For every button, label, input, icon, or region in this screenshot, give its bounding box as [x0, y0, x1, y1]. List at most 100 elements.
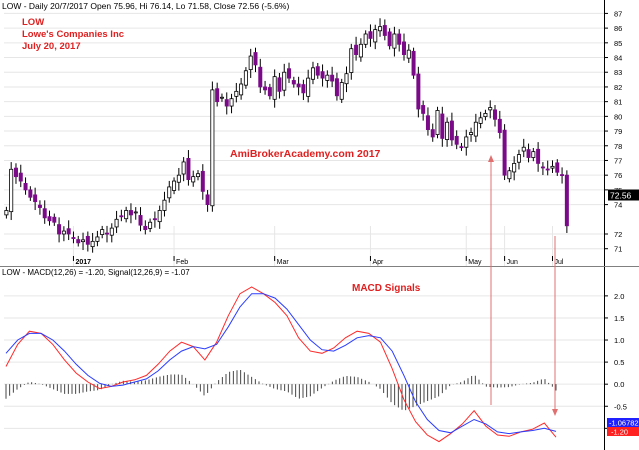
candle-body — [421, 105, 426, 114]
candle — [550, 160, 555, 173]
candle — [334, 72, 339, 101]
candle-body — [100, 229, 105, 235]
candle — [512, 156, 517, 181]
candle-body — [497, 118, 502, 133]
candle — [219, 93, 224, 102]
candle — [167, 180, 172, 203]
macd-line — [5, 286, 557, 443]
candle — [176, 167, 181, 191]
candle-body — [109, 227, 114, 236]
candle-body — [540, 166, 545, 169]
candle — [243, 67, 248, 89]
candle — [406, 44, 411, 63]
company-annotation: Lowe's Companies Inc — [22, 29, 124, 40]
signal-arrows — [488, 155, 558, 416]
candle-body — [560, 174, 565, 176]
candle-body — [138, 215, 143, 226]
candle — [526, 143, 531, 163]
candle — [205, 190, 210, 212]
candle — [100, 225, 105, 239]
candle — [52, 213, 57, 226]
candle-body — [473, 121, 478, 137]
candle-body — [114, 218, 119, 228]
candle-body — [378, 26, 383, 32]
macd-lines — [5, 286, 557, 443]
candle — [258, 58, 263, 93]
candle — [564, 170, 569, 233]
candle — [109, 223, 114, 243]
candle — [440, 106, 445, 147]
date-x-axis: 2017 Feb Mar Apr May Jun Jul — [72, 256, 564, 266]
candle-body — [363, 33, 368, 45]
candle-body — [119, 215, 124, 218]
candle-body — [555, 162, 560, 173]
candle — [181, 157, 186, 182]
candle — [545, 160, 550, 176]
candle — [148, 218, 153, 233]
candle — [287, 62, 292, 83]
candle — [23, 177, 28, 195]
candle — [191, 170, 196, 187]
candle — [454, 130, 459, 150]
candle — [387, 28, 392, 50]
candle — [81, 232, 86, 251]
candle — [445, 117, 450, 147]
candles — [4, 18, 569, 253]
candle — [124, 206, 129, 223]
candle-body — [95, 236, 100, 242]
candle-body — [52, 216, 57, 223]
candle-body — [406, 49, 411, 59]
candle-body — [76, 239, 81, 244]
macd-value-markers: -1.06782 -1.20 — [607, 418, 639, 437]
candle — [531, 147, 536, 162]
candle — [282, 63, 287, 97]
candle-body — [33, 194, 38, 203]
candle-body — [354, 44, 359, 55]
candle-body — [176, 174, 181, 183]
candle — [33, 187, 38, 211]
candle-body — [306, 77, 311, 97]
candle — [104, 225, 109, 243]
candle — [306, 69, 311, 103]
macd-pane: LOW - MACD(12,26) = -1.20, Signal(12,26,… — [2, 267, 639, 450]
candle — [435, 106, 440, 139]
candle-body — [9, 168, 14, 213]
candle-body — [104, 232, 109, 235]
candle-body — [66, 228, 71, 235]
candle-body — [478, 117, 483, 124]
candle-body — [37, 204, 42, 208]
candle — [378, 18, 383, 37]
price-tick-label: 84 — [614, 54, 622, 63]
candle-body — [23, 183, 28, 191]
candle-body — [124, 210, 129, 220]
candle-body — [349, 48, 354, 73]
candle — [540, 162, 545, 176]
price-tick-label: 86 — [614, 24, 622, 33]
candle — [497, 110, 502, 139]
month-tick-label: Apr — [372, 259, 384, 266]
candle-body — [191, 176, 196, 183]
candle — [488, 100, 493, 119]
candle — [13, 163, 18, 184]
price-tick-label: 82 — [614, 83, 622, 92]
price-tick-label: 81 — [614, 98, 622, 107]
candle-body — [502, 129, 507, 176]
candle — [239, 77, 244, 100]
candle-body — [162, 199, 167, 211]
candle — [291, 76, 296, 88]
price-tick-label: 87 — [614, 9, 622, 18]
candle — [430, 123, 435, 142]
candle-body — [282, 71, 287, 91]
candle-body — [334, 78, 339, 97]
candle-body — [315, 66, 320, 76]
month-tick-label: Mar — [277, 259, 290, 266]
candle — [71, 231, 76, 244]
candle — [421, 100, 426, 121]
candle — [339, 78, 344, 103]
candle — [234, 82, 239, 103]
candle — [119, 209, 124, 222]
macd-header: LOW - MACD(12,26) = -1.20, Signal(12,26,… — [2, 268, 190, 277]
candle-body — [287, 68, 292, 79]
candle-body — [243, 70, 248, 86]
